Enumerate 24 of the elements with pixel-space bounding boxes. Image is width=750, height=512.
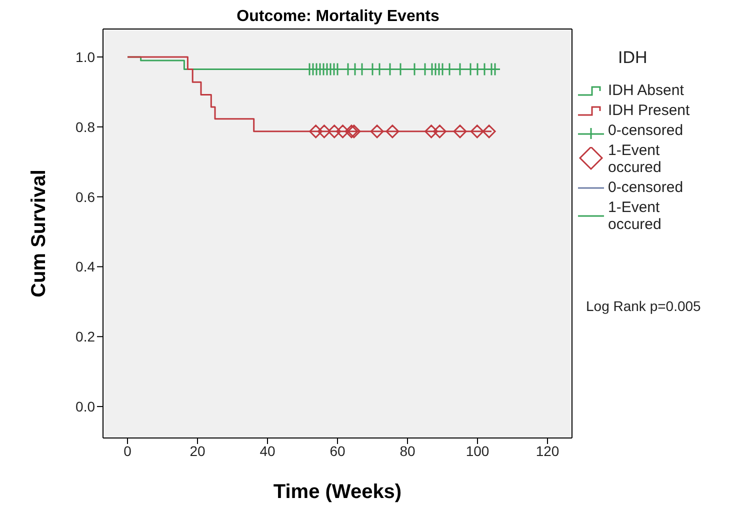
x-tick-label: 20 — [190, 442, 206, 459]
legend-title: IDH — [618, 48, 648, 68]
x-tick-label: 60 — [330, 442, 346, 459]
legend-label: 0-censored — [608, 122, 684, 139]
legend-label: 1-Event occured — [608, 142, 662, 176]
y-tick-label: 0.4 — [76, 258, 96, 275]
text: Log Rank p=0.005 — [586, 298, 701, 314]
y-tick-label: 1.0 — [76, 48, 96, 65]
y-axis-title: Cum Survival — [28, 170, 50, 298]
y-tick-label: 0.8 — [76, 118, 96, 135]
y-tick-label: 0.0 — [76, 398, 96, 415]
x-tick-label: 80 — [400, 442, 416, 459]
legend-label: 1-Event occured — [608, 199, 662, 233]
legend-label: 0-censored — [608, 179, 684, 196]
x-tick-label: 120 — [536, 442, 560, 459]
legend-label: IDH Present — [608, 102, 691, 119]
y-tick-label: 0.6 — [76, 188, 96, 205]
legend-label: IDH Absent — [608, 82, 685, 99]
x-tick-label: 100 — [466, 442, 490, 459]
y-tick-label: 0.2 — [76, 328, 96, 345]
x-axis-title: Time (Weeks) — [273, 481, 402, 503]
chart-title: Outcome: Mortality Events — [236, 8, 440, 26]
x-tick-label: 40 — [260, 442, 276, 459]
x-tick-label: 0 — [124, 442, 132, 459]
